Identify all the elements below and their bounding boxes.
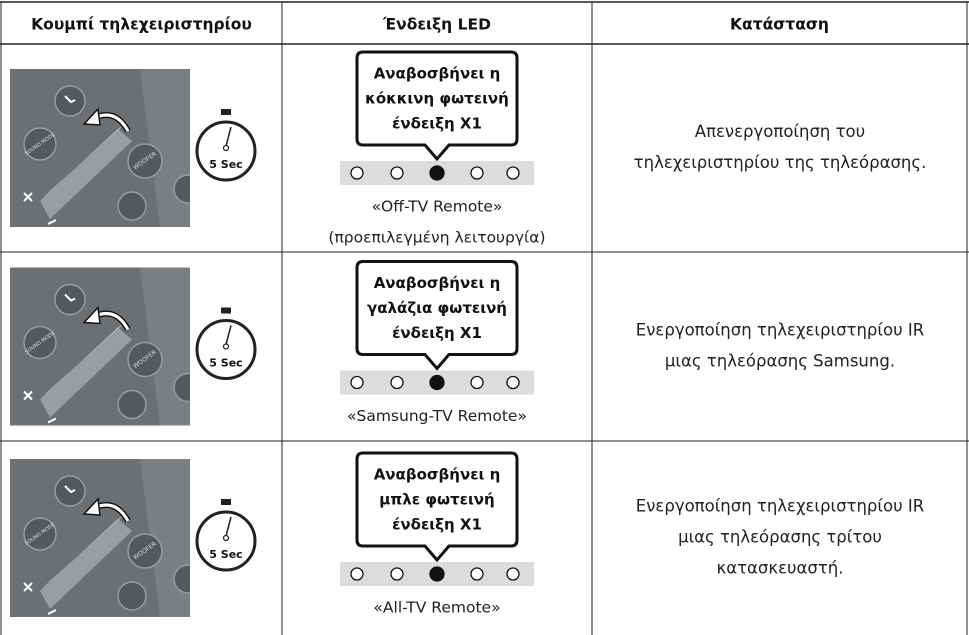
button xyxy=(23,325,57,360)
stopwatch-pin xyxy=(222,343,230,350)
button xyxy=(117,191,147,221)
bubble-text: Αναβοσβήνει η xyxy=(374,466,501,484)
status-text: Ενεργοποίηση τηλεχειριστηρίου IR xyxy=(636,497,924,516)
header-cell: Κουμπί τηλεχειριστηρίου xyxy=(31,16,252,34)
speech-bubble xyxy=(355,50,519,162)
stopwatch-hand xyxy=(225,516,232,537)
status-text: μιας τηλεόρασης Samsung. xyxy=(665,352,895,371)
led-off xyxy=(470,567,484,581)
stopwatch-knob xyxy=(221,499,231,505)
button xyxy=(173,174,190,204)
mode-label: «All-TV Remote» xyxy=(373,599,500,617)
status-text: κατασκευαστή. xyxy=(716,559,843,578)
status-text: Ενεργοποίηση τηλεχειριστηρίου IR xyxy=(636,321,924,340)
led-off xyxy=(470,166,484,180)
button xyxy=(23,517,57,551)
key-slab xyxy=(40,327,132,418)
arrow-head xyxy=(82,305,101,325)
x-mark xyxy=(23,192,33,202)
button xyxy=(117,389,147,420)
stopwatch-pin xyxy=(222,534,230,542)
bubble-text: Αναβοσβήνει η xyxy=(374,65,501,83)
status-text: μιας τηλεόρασης τρίτου xyxy=(678,528,882,547)
led-off xyxy=(506,567,520,581)
bubble-text: Αναβοσβήνει η xyxy=(374,274,501,292)
bubble-text: κόκκινη φωτεινή xyxy=(365,90,509,108)
bubble-text: ένδειξη X1 xyxy=(392,324,482,342)
stopwatch-hand xyxy=(225,325,232,345)
x-mark xyxy=(23,582,33,592)
timer-label: 5 Sec xyxy=(209,357,242,370)
button xyxy=(173,564,190,594)
led-off xyxy=(470,375,484,390)
led-off xyxy=(506,166,520,180)
led-on xyxy=(429,374,445,391)
led-off xyxy=(390,567,404,581)
button xyxy=(127,533,163,569)
button-icon xyxy=(64,293,76,302)
bubble-text: μπλε φωτεινή xyxy=(379,491,494,509)
stopwatch-knob xyxy=(221,307,231,314)
key-slab xyxy=(40,519,132,609)
led-off xyxy=(350,166,364,180)
led-on xyxy=(429,566,445,582)
mode-label: (προεπιλεγμένη λειτουργία) xyxy=(328,229,545,247)
stopwatch-hand xyxy=(225,126,232,147)
stopwatch-knob xyxy=(221,109,231,115)
x-mark xyxy=(23,390,33,401)
button xyxy=(127,143,163,179)
led-off xyxy=(506,375,520,390)
bubble-text: γαλάζια φωτεινή xyxy=(367,299,507,317)
minus-mark xyxy=(47,609,57,615)
arrow-head xyxy=(82,497,101,516)
led-off xyxy=(390,166,404,180)
led-off xyxy=(390,375,404,390)
speech-bubble xyxy=(355,260,519,371)
speech-bubble xyxy=(355,451,519,563)
bubble-text: ένδειξη X1 xyxy=(392,115,482,133)
minus-mark xyxy=(47,417,57,424)
button xyxy=(173,372,190,403)
mode-label: «Off-TV Remote» xyxy=(372,198,503,216)
bubble-text: ένδειξη X1 xyxy=(392,516,482,534)
status-text: Απενεργοποίηση του xyxy=(695,122,865,141)
button-icon xyxy=(64,95,76,104)
timer-label: 5 Sec xyxy=(209,158,242,171)
key-slab xyxy=(40,129,132,219)
button xyxy=(127,341,163,378)
led-off xyxy=(350,375,364,390)
minus-mark xyxy=(47,219,57,225)
mode-label: «Samsung-TV Remote» xyxy=(347,407,527,425)
header-cell: Ένδειξη LED xyxy=(382,16,491,34)
timer-label: 5 Sec xyxy=(209,548,242,561)
stopwatch-pin xyxy=(222,144,230,152)
header-cell: Κατάσταση xyxy=(730,16,829,34)
led-off xyxy=(350,567,364,581)
led-on xyxy=(429,165,445,181)
arrow-head xyxy=(82,107,101,126)
button xyxy=(23,127,57,161)
status-text: τηλεχειριστηρίου της τηλεόρασης. xyxy=(634,153,927,172)
button-icon xyxy=(64,485,76,494)
button xyxy=(117,581,147,611)
